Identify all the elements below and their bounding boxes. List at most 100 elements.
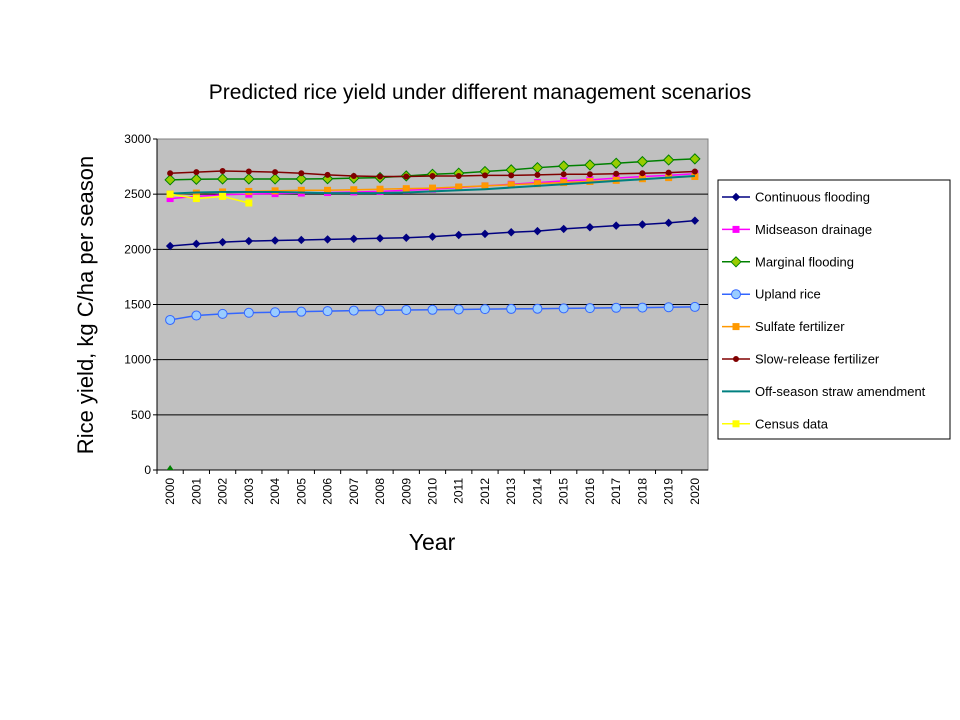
data-point — [585, 223, 595, 232]
legend-swatch-marker — [733, 356, 739, 362]
legend-label: Midseason drainage — [755, 222, 872, 237]
data-point — [166, 190, 174, 198]
series-slow-release-fertilizer — [167, 167, 698, 180]
x-tick-label: 2014 — [530, 478, 544, 505]
data-point — [584, 303, 595, 314]
data-point — [243, 307, 254, 318]
data-point — [532, 303, 543, 314]
data-point — [638, 220, 647, 229]
data-point — [350, 172, 357, 179]
data-point — [560, 171, 567, 178]
x-tick-label: 2016 — [583, 478, 597, 505]
data-point — [586, 171, 593, 178]
data-point — [192, 239, 201, 249]
x-tick-label: 2008 — [373, 478, 387, 505]
data-point — [663, 302, 674, 313]
x-tick-label: 2010 — [426, 478, 440, 505]
data-point — [270, 236, 280, 245]
data-point — [508, 172, 515, 179]
y-tick-label: 500 — [131, 408, 151, 422]
legend-label: Upland rice — [755, 287, 821, 302]
legend-item: Slow-release fertilizer — [722, 352, 880, 367]
data-point — [533, 226, 542, 236]
x-tick-label: 2005 — [294, 478, 308, 505]
legend-swatch-marker — [731, 289, 741, 300]
data-point — [455, 183, 463, 191]
x-tick-label: 2018 — [635, 478, 649, 505]
data-point — [298, 170, 305, 177]
x-axis-tick-labels: 2000 2001 2002 2003 2004 2005 2006 2007 2008 2009… — [156, 470, 702, 505]
series-upland-rice — [165, 301, 700, 325]
data-point — [506, 303, 517, 314]
data-point — [375, 305, 386, 316]
x-tick-label: 2019 — [662, 478, 676, 505]
x-tick-label: 2012 — [478, 478, 492, 505]
x-tick-label: 2013 — [504, 478, 518, 505]
data-point — [662, 154, 675, 166]
data-point — [690, 216, 700, 225]
data-point — [691, 168, 698, 175]
legend-item: Continuous flooding — [722, 190, 870, 205]
data-point — [613, 170, 620, 177]
data-point — [454, 230, 463, 240]
data-point — [295, 173, 308, 185]
data-point — [216, 173, 229, 185]
data-point — [639, 170, 646, 177]
legend-swatch-marker — [732, 323, 740, 331]
data-point — [664, 218, 673, 228]
annotation-marker — [166, 465, 174, 470]
x-tick-label: 2004 — [268, 478, 282, 505]
data-point — [272, 169, 279, 176]
x-tick-label: 2017 — [609, 478, 623, 505]
x-tick-label: 2000 — [163, 478, 177, 505]
data-point — [402, 185, 410, 193]
x-tick-label: 2009 — [399, 478, 413, 505]
data-point — [584, 159, 596, 171]
y-axis-label: Rice yield, kg C/ha per season — [73, 156, 98, 454]
x-tick-label: 2007 — [347, 478, 361, 505]
data-point — [323, 235, 332, 244]
data-point — [429, 184, 436, 192]
data-point — [324, 171, 331, 178]
data-point — [164, 174, 176, 186]
data-point — [402, 233, 411, 242]
y-axis-tick-labels: 0 500 1000 1500 2000 2500 3000 — [124, 132, 151, 477]
data-point — [270, 307, 281, 318]
legend-label: Sulfate fertilizer — [755, 319, 845, 334]
data-point — [479, 304, 490, 315]
data-point — [665, 169, 672, 176]
legend: Continuous flooding Midseason drainage Mar… — [717, 179, 951, 440]
data-point — [218, 237, 227, 247]
data-point — [611, 302, 622, 313]
legend-label: Slow-release fertilizer — [755, 352, 880, 367]
data-point — [689, 153, 701, 165]
data-point — [610, 157, 622, 169]
series-line — [170, 174, 695, 195]
data-point — [349, 234, 358, 244]
legend-swatch-marker — [730, 256, 742, 268]
series-line — [169, 193, 250, 204]
series-layer — [164, 153, 701, 470]
data-point — [429, 172, 436, 179]
legend-label: Continuous flooding — [755, 190, 870, 205]
legend-label: Off-season straw amendment — [755, 384, 926, 399]
legend-swatch-marker — [732, 420, 740, 428]
data-point — [322, 306, 333, 317]
data-point — [271, 187, 279, 195]
legend-swatch-marker — [731, 192, 741, 202]
legend-items: Continuous flooding Midseason drainage Mar… — [722, 190, 926, 431]
data-point — [428, 232, 437, 241]
y-tick-label: 2500 — [124, 187, 151, 201]
data-point — [637, 302, 648, 313]
legend-item: Upland rice — [722, 287, 821, 302]
data-point — [297, 235, 306, 245]
data-point — [401, 305, 412, 316]
chart-title: Predicted rice yield under different man… — [209, 81, 751, 104]
data-point — [245, 199, 253, 207]
data-point — [557, 160, 570, 172]
x-tick-label: 2011 — [452, 478, 466, 504]
data-point — [165, 241, 175, 251]
data-point — [244, 236, 254, 246]
data-point — [453, 304, 464, 315]
data-point — [481, 182, 489, 190]
